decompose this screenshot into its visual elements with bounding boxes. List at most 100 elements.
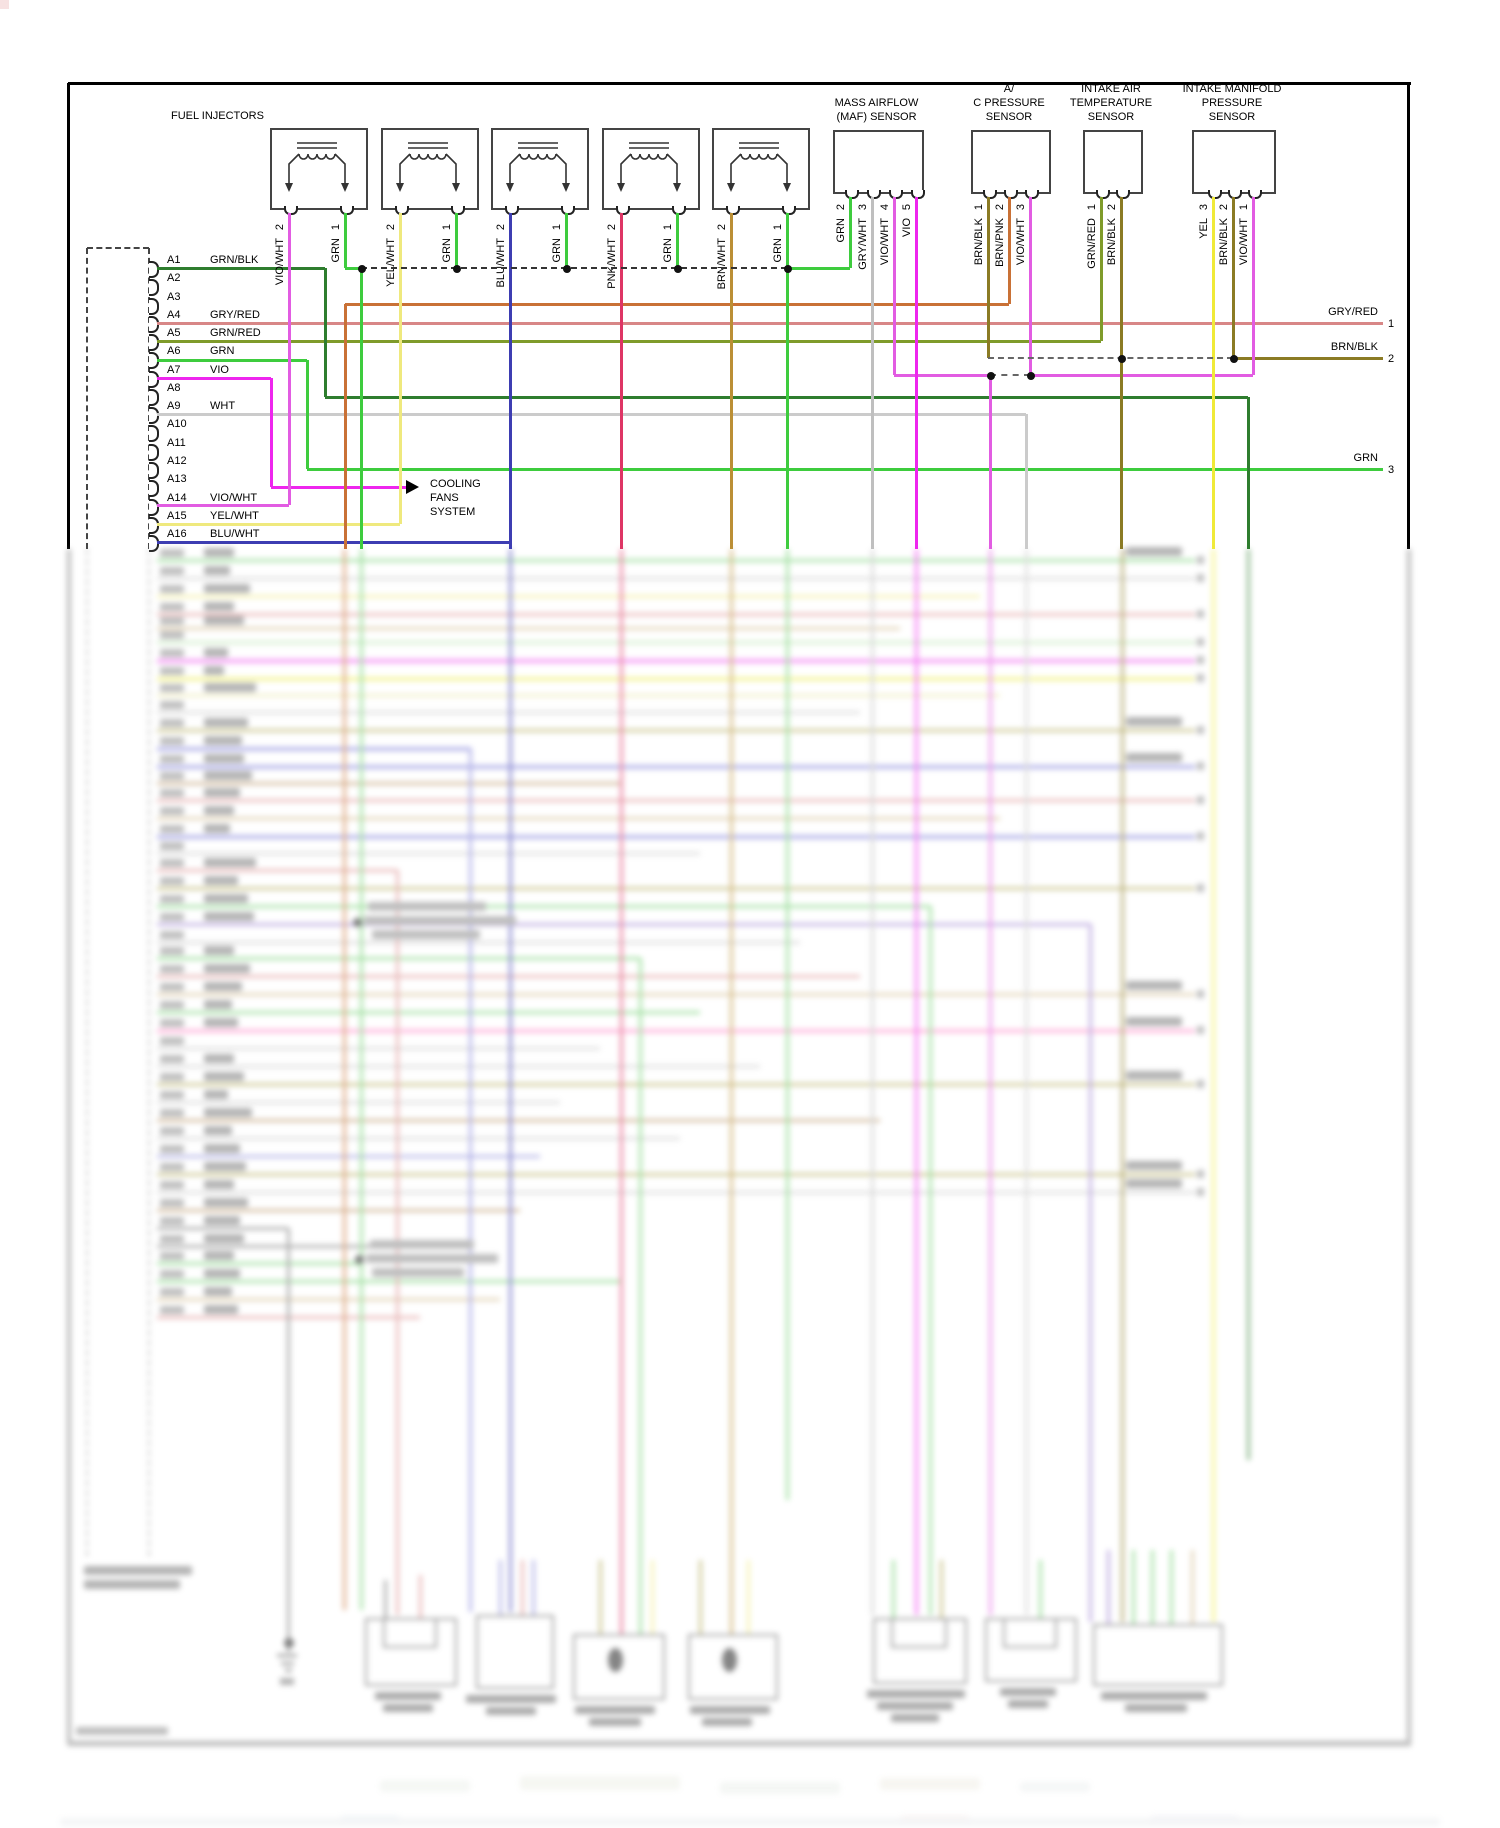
wire-color-label: WHT <box>210 400 236 412</box>
component-caption-blob <box>690 1706 770 1714</box>
wire <box>157 359 307 362</box>
junction-dot <box>563 265 571 273</box>
wire <box>360 268 363 549</box>
connector-pin-label: A16 <box>167 528 187 540</box>
blur-wire-label-blob <box>204 1126 232 1135</box>
sensor-pin-hook <box>867 190 881 199</box>
wire <box>157 377 271 380</box>
wire <box>676 213 679 268</box>
blur-wire <box>157 941 800 944</box>
blur-wire <box>360 549 363 1610</box>
blur-pin-label-blob <box>160 1199 184 1207</box>
border-right <box>1407 83 1410 549</box>
blur-exit-number-blob <box>1197 990 1204 998</box>
blur-pin-label-blob <box>160 895 184 903</box>
blur-wire-label-blob <box>204 584 250 593</box>
component-caption-blob <box>466 1695 556 1703</box>
blur-wire <box>157 577 1195 580</box>
sensor-pin-hook <box>1228 190 1242 199</box>
junction-dot <box>1118 355 1126 363</box>
blur-pin-label-blob <box>160 1127 184 1135</box>
dashed-bus-wire <box>361 267 787 269</box>
component-caption-blob <box>867 1690 965 1698</box>
component-inner-box <box>1003 1618 1057 1648</box>
blur-wire-label-blob <box>204 754 244 763</box>
sensor-title: INTAKE MANIFOLD <box>1182 83 1282 95</box>
wire <box>786 213 789 549</box>
blur-pin-label-blob <box>160 772 184 780</box>
cooling-note-line: COOLING <box>430 478 481 490</box>
output-label: GRN <box>1353 452 1378 464</box>
dashed-bus-wire <box>990 374 1030 376</box>
blur-exit-number-blob <box>1197 726 1204 734</box>
wire <box>871 197 874 549</box>
blur-wire <box>157 869 397 872</box>
blur-wire <box>157 817 1000 820</box>
wire-color-label: GRN/BLK <box>210 254 259 266</box>
blur-wire <box>1247 549 1250 1460</box>
blur-wire-label-blob <box>204 648 228 657</box>
blur-wire-label-blob <box>204 1269 240 1278</box>
blur-pin-stub <box>521 1560 524 1615</box>
border-left <box>67 83 70 549</box>
blur-wire <box>157 729 1195 732</box>
wire <box>324 268 327 397</box>
blur-wire-label-blob <box>204 1054 234 1063</box>
wire <box>157 340 1101 343</box>
sensor-title: C PRESSURE <box>973 97 1045 109</box>
component-box <box>476 1615 554 1689</box>
ground-icon <box>285 1669 292 1672</box>
blur-wire <box>157 559 1195 562</box>
injector-coil-icon <box>506 142 570 192</box>
junction-dot <box>352 917 362 927</box>
wire <box>730 213 733 549</box>
component-caption-blob <box>891 1714 939 1722</box>
connector-dashed-right-blur <box>148 549 150 1556</box>
injector-box <box>712 128 810 210</box>
wire <box>288 213 291 505</box>
wire <box>849 197 852 268</box>
junction-dot <box>354 1254 364 1264</box>
blur-wire-label-blob <box>204 1018 238 1027</box>
blur-wire <box>1025 549 1028 1615</box>
wire-color-label: BLU/WHT <box>210 528 260 540</box>
connector-dashed-top <box>87 247 149 249</box>
injector-pin-hook <box>726 206 740 215</box>
note-text-blob <box>364 916 516 925</box>
blur-pin-label-blob <box>160 1037 184 1045</box>
blur-exit-label-blob <box>1126 717 1182 726</box>
blur-wire-label-blob <box>204 894 248 903</box>
blur-wire <box>157 1101 560 1104</box>
injector-pin-hook <box>451 206 465 215</box>
component-inner-box <box>383 1618 437 1648</box>
wire <box>399 213 402 524</box>
border-left-blur <box>67 549 71 1745</box>
component-caption-blob <box>589 1718 641 1726</box>
connector-pin-label: A10 <box>167 418 187 430</box>
wire <box>787 267 850 270</box>
blur-wire <box>469 748 472 1612</box>
page-smudge <box>380 1780 470 1792</box>
wire <box>1030 374 1253 377</box>
sensor-pin-hook <box>845 190 859 199</box>
blur-pin-label-blob <box>160 913 184 921</box>
blur-pin-label-blob <box>160 1145 184 1153</box>
wire <box>1025 414 1028 549</box>
connector-pin-hook <box>149 480 159 497</box>
wire <box>306 360 309 469</box>
blur-wire-label-blob <box>204 602 234 611</box>
component-caption-blob <box>575 1706 655 1714</box>
blur-wire <box>157 595 980 598</box>
blur-wire-label-blob <box>204 771 252 780</box>
blur-wire <box>157 1173 1195 1176</box>
blur-wire-label-blob <box>204 946 234 955</box>
blur-wire-label-blob <box>204 1108 252 1117</box>
connector-dashed-left-blur <box>86 549 88 1556</box>
blur-pin-label-blob <box>160 1217 184 1225</box>
blur-exit-label-blob <box>1126 981 1182 990</box>
blur-exit-number-blob <box>1197 1026 1204 1034</box>
blur-pin-label-blob <box>160 825 184 833</box>
blur-wire <box>1089 924 1092 1622</box>
blur-pin-label-blob <box>160 701 184 709</box>
wire <box>987 197 990 358</box>
